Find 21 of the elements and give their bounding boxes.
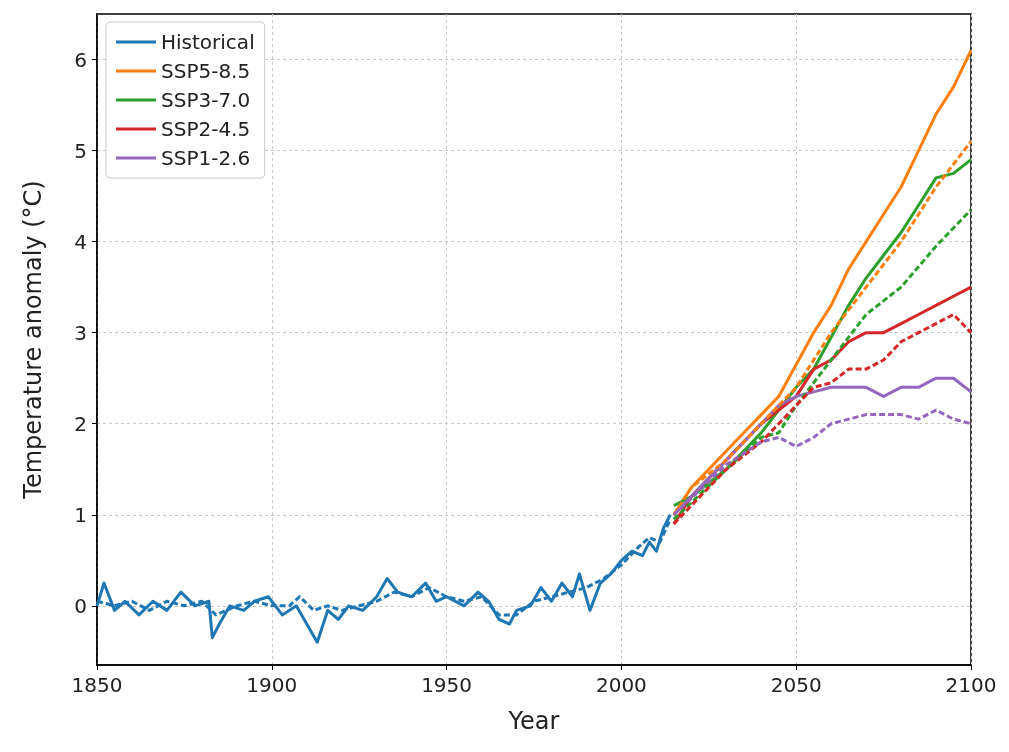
y-tick-label: 5: [74, 138, 87, 163]
y-tick-label: 6: [74, 47, 87, 72]
legend-label: SSP2-4.5: [161, 117, 251, 141]
y-axis-title: Temperature anomaly (°C): [19, 180, 47, 500]
y-tick-label: 1: [74, 502, 87, 527]
line-series: [95, 513, 672, 644]
x-tick-label: 2050: [770, 673, 822, 697]
y-tick-label: 4: [74, 229, 87, 254]
legend-label: Historical: [161, 30, 255, 54]
y-tick-label: 3: [74, 320, 87, 345]
x-tick-label: 1850: [71, 673, 123, 697]
y-tick-label: 2: [74, 411, 87, 436]
legend-label: SSP1-2.6: [161, 146, 251, 170]
x-axis-title: Year: [507, 707, 560, 735]
y-tick-label: 0: [74, 593, 87, 618]
legend-label: SSP3-7.0: [161, 88, 251, 112]
x-tick-label: 2100: [945, 673, 997, 697]
legend-label: SSP5-8.5: [161, 59, 251, 83]
x-tick-label: 2000: [595, 673, 647, 697]
x-tick-label: 1950: [421, 673, 473, 697]
x-tick-label: 1900: [246, 673, 298, 697]
